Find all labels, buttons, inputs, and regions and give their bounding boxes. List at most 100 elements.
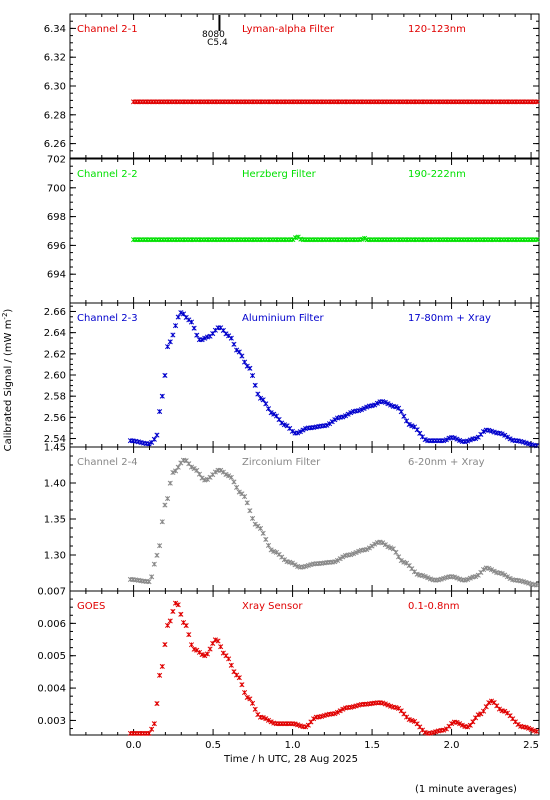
data-point [385, 702, 391, 708]
data-point [526, 725, 532, 731]
x-tick-label: 0.0 [126, 740, 142, 751]
data-point [159, 393, 165, 399]
data-point [247, 696, 253, 702]
data-point [504, 434, 510, 440]
panel-filter-label: Lyman-alpha Filter [242, 24, 335, 35]
panel-channel-label: Channel 2-2 [77, 169, 138, 180]
data-point [465, 576, 471, 582]
data-point [263, 536, 269, 542]
data-point [297, 429, 303, 435]
data-point [507, 436, 513, 442]
data-point [220, 327, 226, 333]
data-point [467, 575, 473, 581]
data-point [372, 541, 378, 547]
data-point [260, 397, 266, 403]
panel-band-label: 190-222nm [408, 169, 466, 180]
panel-filter-label: Zirconium Filter [242, 457, 321, 468]
panel-band-label: 17-80nm + Xray [408, 313, 491, 324]
y-tick-label: 2.62 [44, 349, 66, 360]
data-point [467, 722, 473, 728]
data-point [337, 708, 343, 714]
data-point [191, 325, 197, 331]
data-point [231, 479, 237, 485]
y-tick-label: 1.35 [44, 515, 66, 526]
data-point [170, 469, 176, 476]
data-point [340, 414, 346, 420]
data-point [486, 565, 492, 571]
data-point [157, 672, 163, 678]
x-tick-label: 1.5 [364, 740, 380, 751]
data-point [265, 717, 272, 723]
data-point [260, 715, 266, 721]
data-point [194, 467, 200, 473]
event-marker-label-region: 8080 [202, 30, 225, 40]
data-point [188, 319, 195, 325]
y-tick-label: 0.004 [37, 684, 66, 695]
data-point [178, 611, 184, 617]
data-point [311, 716, 317, 722]
data-point [247, 365, 253, 371]
x-tick-label: 0.5 [205, 740, 221, 751]
data-point [382, 701, 388, 707]
data-point [372, 402, 378, 408]
data-point [507, 575, 513, 582]
data-point [167, 618, 173, 624]
data-point [175, 464, 181, 470]
y-tick-label: 696 [47, 241, 66, 252]
data-point [146, 730, 152, 736]
panel-channel-label: GOES [77, 601, 105, 612]
data-point [361, 405, 367, 411]
data-point [502, 432, 508, 438]
panel-filter-label: Aluminium Filter [242, 313, 325, 324]
y-tick-label: 2.58 [44, 392, 66, 403]
data-point [180, 311, 187, 317]
data-point [167, 339, 173, 345]
data-point [486, 700, 492, 706]
data-point [382, 399, 388, 405]
data-point [199, 337, 205, 343]
data-point [268, 547, 274, 553]
data-point [231, 341, 237, 347]
data-point [454, 436, 460, 442]
data-point [257, 525, 264, 531]
data-point [290, 237, 296, 243]
data-point [226, 656, 232, 662]
data-point [393, 549, 399, 555]
y-tick-label: 6.26 [44, 139, 66, 150]
data-point [162, 642, 168, 648]
y-tick-label: 1.40 [44, 479, 66, 490]
data-point [364, 546, 370, 552]
data-point [249, 515, 256, 522]
data-point [459, 722, 465, 728]
data-point [170, 332, 176, 338]
data-point [186, 461, 192, 467]
y-tick-label: 6.28 [44, 110, 66, 121]
data-point [480, 566, 487, 573]
footnote-averaging: (1 minute averages) [415, 784, 517, 795]
y-tick-label: 6.34 [44, 24, 66, 35]
data-point [449, 721, 455, 727]
panel-channel-label: Channel 2-4 [77, 457, 138, 468]
data-point [396, 554, 402, 560]
data-point [154, 552, 160, 558]
data-point [244, 500, 250, 506]
data-point [165, 496, 171, 502]
data-point [364, 404, 370, 410]
data-point [204, 651, 210, 657]
data-point [295, 722, 301, 728]
data-point [470, 719, 476, 725]
data-point [337, 556, 343, 562]
data-point [236, 349, 242, 355]
data-point [186, 632, 192, 638]
data-point [249, 700, 256, 706]
data-point [271, 411, 277, 417]
data-point [515, 721, 521, 728]
panel-filter-label: Herzberg Filter [242, 169, 317, 180]
y-tick-label: 694 [47, 270, 66, 281]
data-point [196, 471, 202, 477]
data-point [257, 395, 264, 401]
data-point [239, 682, 245, 688]
data-point [279, 420, 285, 426]
data-point [191, 646, 197, 652]
